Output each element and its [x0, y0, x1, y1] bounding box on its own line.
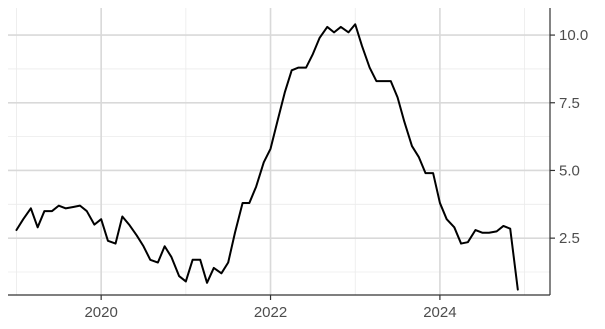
major-gridlines — [8, 8, 550, 295]
minor-gridlines — [8, 8, 550, 295]
axes — [8, 8, 551, 296]
y-tick-label: 2.5 — [559, 230, 580, 247]
series-group — [15, 23, 519, 291]
plot-background — [8, 8, 550, 295]
x-tick-label: 2022 — [254, 304, 287, 321]
x-axis-ticks: 2020 2022 2024 — [84, 295, 457, 321]
y-tick-label: 5.0 — [559, 162, 580, 179]
y-tick-label: 7.5 — [559, 95, 580, 112]
x-tick-label: 2020 — [84, 304, 117, 321]
y-tick-label: 10.0 — [559, 27, 588, 44]
y-axis-ticks: 2.5 5.0 7.5 10.0 — [550, 27, 588, 247]
x-tick-label: 2024 — [423, 304, 456, 321]
series-line — [15, 23, 519, 291]
